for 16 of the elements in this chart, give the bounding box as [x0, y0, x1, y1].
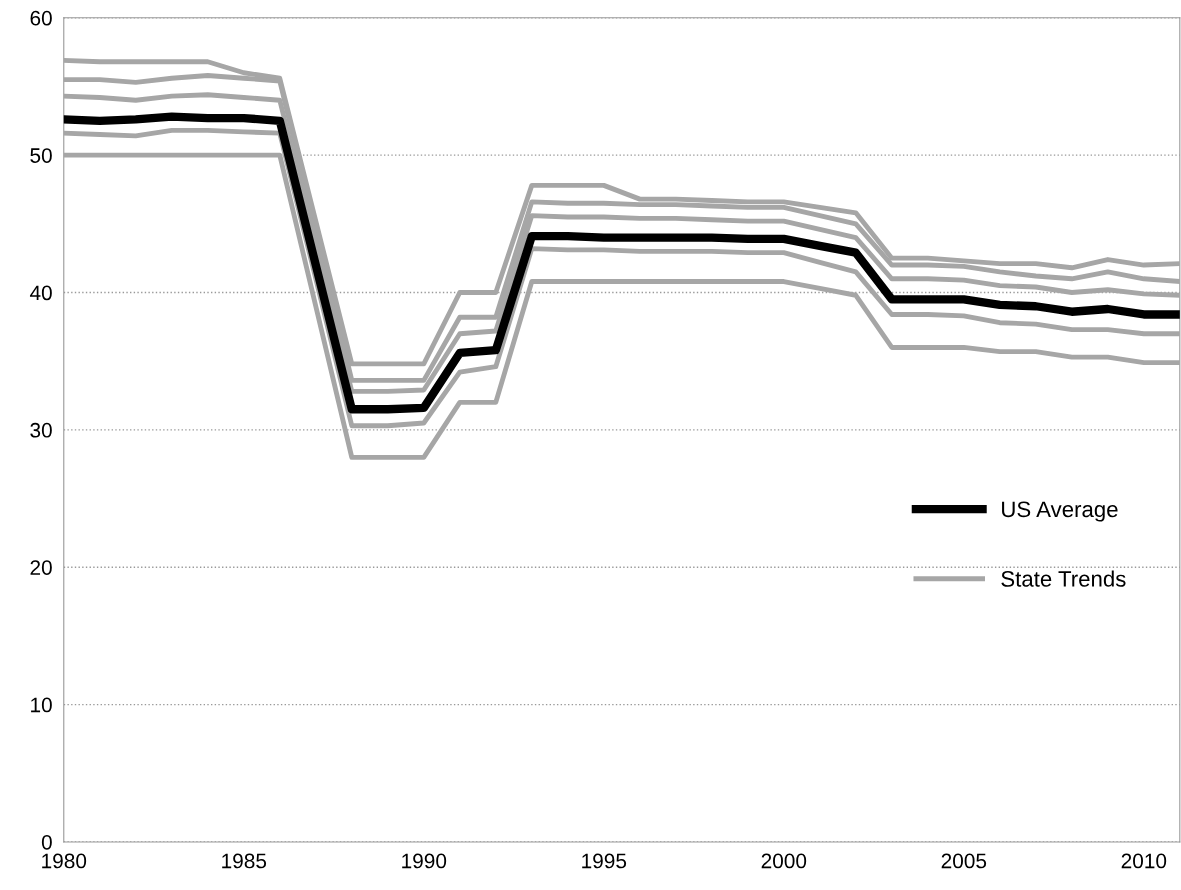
legend-label: US Average [1002, 501, 1118, 522]
x-tick-label: 2000 [761, 853, 807, 869]
x-tick-label: 1980 [42, 853, 87, 869]
y-tick-label: 10 [31, 697, 52, 713]
x-tick-label: 1995 [582, 853, 627, 869]
x-tick-label: 2005 [941, 853, 987, 869]
legend-label: State Trends [1001, 570, 1126, 587]
y-tick-label: 60 [30, 10, 52, 26]
x-tick-label: 1985 [222, 853, 267, 869]
x-tick-label: 1990 [402, 853, 447, 869]
y-tick-label: 20 [30, 560, 52, 575]
x-tick-label: 2010 [1121, 853, 1167, 869]
y-tick-label: 30 [30, 422, 52, 438]
y-tick-label: 40 [29, 285, 52, 301]
y-tick-label: 50 [30, 148, 52, 163]
y-tick-label: 0 [41, 834, 52, 850]
